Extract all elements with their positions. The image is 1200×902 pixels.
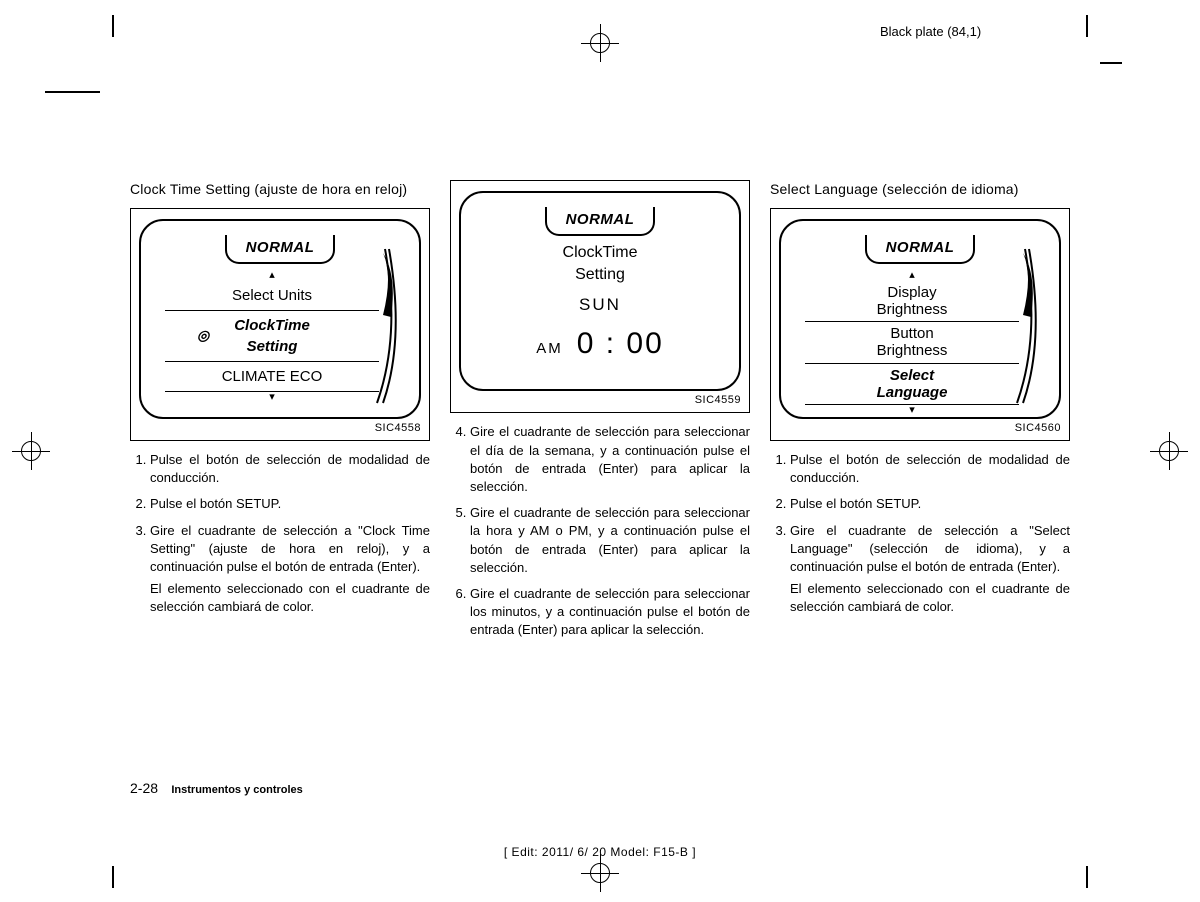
clock-time: AM 0 : 00 — [471, 323, 729, 365]
screen-title: ClockTime Setting — [471, 242, 729, 287]
figure-code: SIC4560 — [779, 421, 1061, 436]
figure-sic4560: NORMAL ▴ Display Brightness Button Brigh… — [770, 208, 1070, 441]
step-text: Gire el cuadrante de selección a "Clock … — [150, 523, 430, 574]
menu-label: Setting — [247, 338, 298, 355]
instruction-step: Gire el cuadrante de selección para sele… — [470, 423, 750, 496]
instruction-step: Pulse el botón de selección de modalidad… — [150, 451, 430, 487]
registration-mark — [18, 438, 44, 464]
crop-mark — [1100, 62, 1122, 64]
column-3: Select Language (selección de idioma) NO… — [770, 180, 1070, 647]
menu-item-selected: Select Language — [805, 363, 1019, 406]
mode-badge: NORMAL — [545, 207, 655, 236]
display-screen: NORMAL ▴ Select Units ◎ ClockTime Settin… — [139, 219, 421, 419]
plate-label: Black plate (84,1) — [880, 24, 981, 39]
instructions-list: Pulse el botón de selección de modalidad… — [770, 451, 1070, 617]
mode-badge: NORMAL — [225, 235, 335, 264]
figure-sic4559: NORMAL ClockTime Setting SUN AM 0 : 00 S… — [450, 180, 750, 413]
menu-label: Brightness — [877, 301, 948, 318]
step-text: Pulse el botón de selección de modalidad… — [790, 452, 1070, 485]
arrow-up-icon: ▴ — [805, 270, 1019, 281]
instruction-step: Gire el cuadrante de selección para sele… — [470, 504, 750, 577]
column-2: NORMAL ClockTime Setting SUN AM 0 : 00 S… — [450, 180, 750, 647]
edit-stamp: [ Edit: 2011/ 6/ 20 Model: F15-B ] — [504, 845, 696, 859]
step-text: Pulse el botón SETUP. — [790, 496, 921, 511]
menu-label: Language — [877, 384, 948, 401]
page-number: 2-28 — [130, 780, 158, 796]
clock-day: SUN — [471, 293, 729, 317]
arrow-down-icon: ▾ — [805, 405, 1019, 416]
crop-mark — [112, 866, 114, 888]
arrow-up-icon: ▴ — [165, 270, 379, 281]
menu-label: Brightness — [877, 342, 948, 359]
gauge-arc-icon — [1011, 245, 1043, 405]
instructions-list: Pulse el botón de selección de modalidad… — [130, 451, 430, 617]
figure-code: SIC4559 — [459, 393, 741, 408]
instruction-step: Pulse el botón SETUP. — [150, 495, 430, 513]
title-text: ClockTime — [563, 244, 638, 261]
registration-mark — [587, 30, 613, 56]
crop-mark — [1086, 866, 1088, 888]
page-content: Clock Time Setting (ajuste de hora en re… — [130, 180, 1070, 647]
menu-label: Button — [890, 325, 933, 342]
crop-mark — [45, 91, 100, 93]
display-screen: NORMAL ClockTime Setting SUN AM 0 : 00 — [459, 191, 741, 391]
column-1: Clock Time Setting (ajuste de hora en re… — [130, 180, 430, 647]
gauge-arc-icon — [371, 245, 403, 405]
page-footer: 2-28 Instrumentos y controles — [130, 780, 303, 796]
step-text: Pulse el botón SETUP. — [150, 496, 281, 511]
instruction-step: Gire el cuadrante de selección a "Clock … — [150, 522, 430, 617]
clock-ampm: AM — [536, 338, 563, 359]
menu-label: ClockTime — [234, 317, 310, 334]
registration-mark — [1156, 438, 1182, 464]
registration-mark — [587, 860, 613, 886]
instruction-step: Gire el cuadrante de selección para sele… — [470, 585, 750, 640]
step-text: Gire el cuadrante de selección a "Select… — [790, 523, 1070, 574]
menu-label: CLIMATE ECO — [222, 368, 323, 385]
title-text: Setting — [575, 266, 625, 283]
section-name: Instrumentos y controles — [171, 784, 302, 796]
step-text: Gire el cuadrante de selección para sele… — [470, 586, 750, 637]
menu-label: Select Units — [232, 287, 312, 304]
figure-sic4558: NORMAL ▴ Select Units ◎ ClockTime Settin… — [130, 208, 430, 441]
menu-item: Display Brightness — [805, 281, 1019, 322]
heading-select-language: Select Language (selección de idioma) — [770, 180, 1070, 200]
menu-label: Select — [890, 367, 934, 384]
step-text: Pulse el botón de selección de modalidad… — [150, 452, 430, 485]
mode-badge: NORMAL — [865, 235, 975, 264]
step-text: Gire el cuadrante de selección para sele… — [470, 505, 750, 575]
arrow-down-icon: ▾ — [165, 392, 379, 403]
instruction-step: Pulse el botón SETUP. — [790, 495, 1070, 513]
clock-digits: 0 : 00 — [577, 323, 664, 365]
crop-mark — [112, 15, 114, 37]
instructions-list: Gire el cuadrante de selección para sele… — [450, 423, 750, 639]
menu-label: Display — [887, 284, 936, 301]
step-text: Gire el cuadrante de selección para sele… — [470, 424, 750, 494]
instruction-step: Pulse el botón de selección de modalidad… — [790, 451, 1070, 487]
instruction-step: Gire el cuadrante de selección a "Select… — [790, 522, 1070, 617]
menu-item-selected: ◎ ClockTime Setting — [165, 310, 379, 361]
selection-dot-icon: ◎ — [197, 326, 209, 346]
display-screen: NORMAL ▴ Display Brightness Button Brigh… — [779, 219, 1061, 419]
menu-item: CLIMATE ECO — [165, 361, 379, 392]
figure-code: SIC4558 — [139, 421, 421, 436]
heading-clock-time: Clock Time Setting (ajuste de hora en re… — [130, 180, 430, 200]
menu-item: Button Brightness — [805, 321, 1019, 363]
step-note: El elemento seleccionado con el cuadrant… — [150, 580, 430, 616]
crop-mark — [1086, 15, 1088, 37]
menu-item: Select Units — [165, 281, 379, 310]
step-note: El elemento seleccionado con el cuadrant… — [790, 580, 1070, 616]
